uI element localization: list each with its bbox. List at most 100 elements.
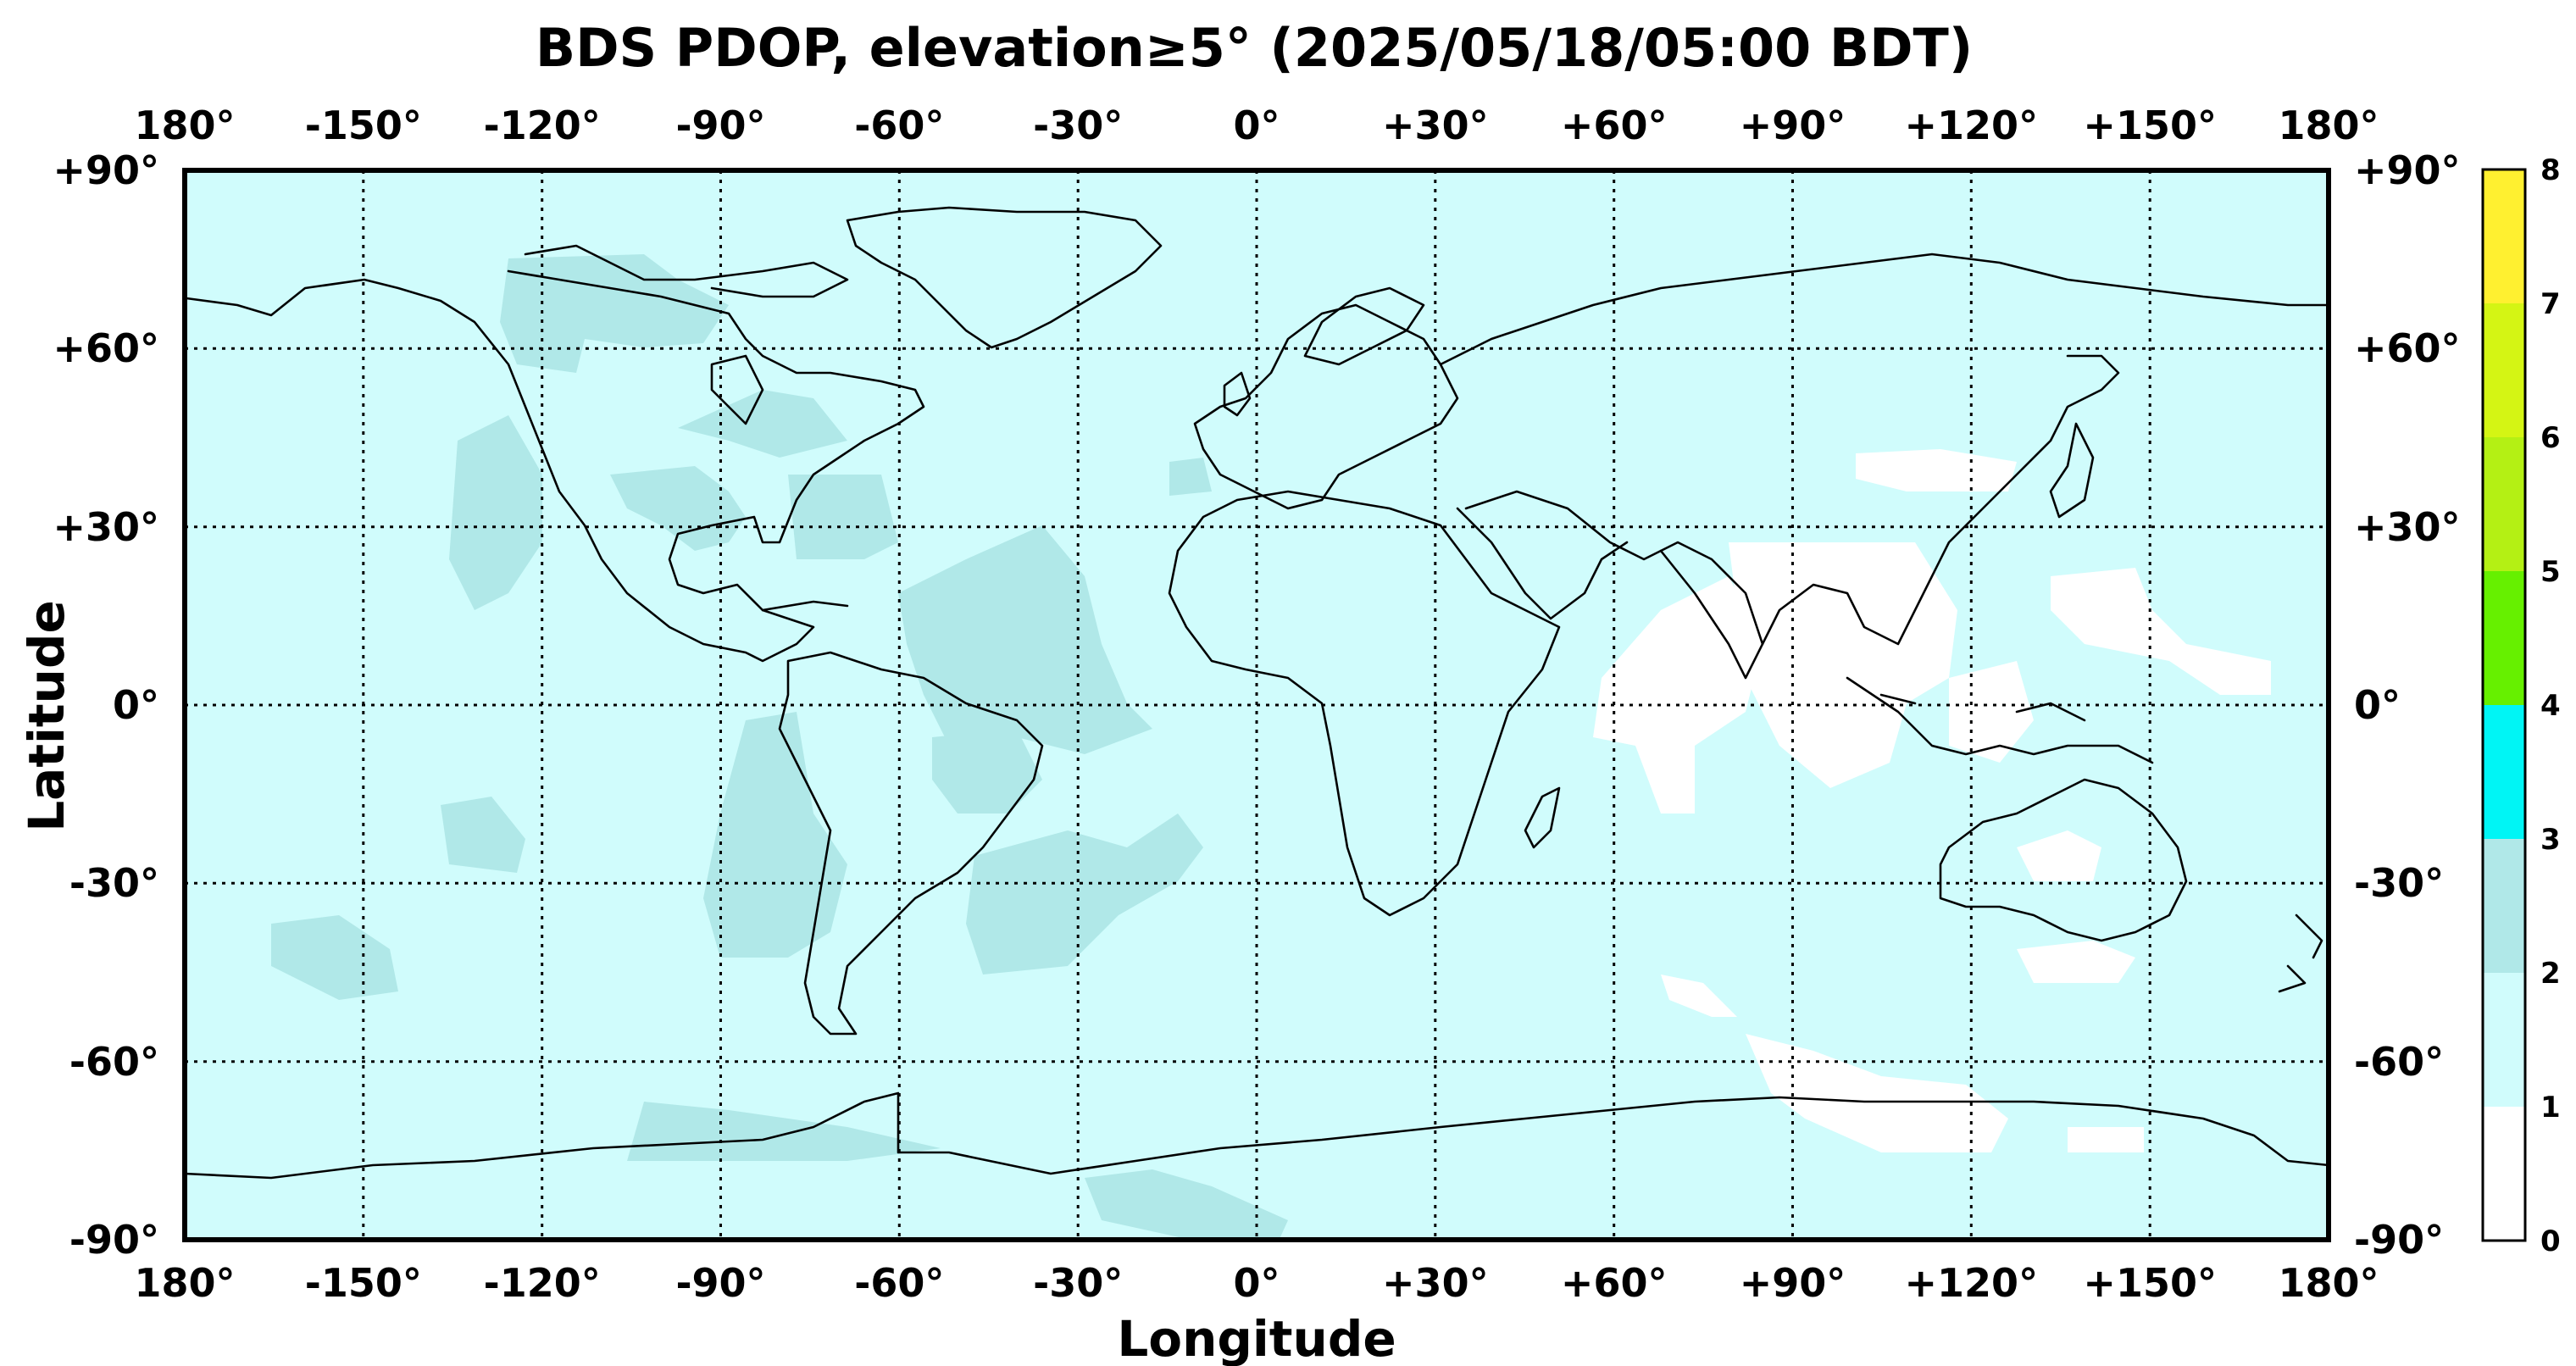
lon-tick-bottom: 180° [134, 1260, 235, 1306]
colorbar-tick: 8 [2540, 153, 2561, 187]
colorbar: 0 1 2 3 4 5 6 7 8 [2481, 153, 2561, 1258]
lat-tick-left: -60° [69, 1039, 159, 1085]
region-brazil [932, 729, 1042, 813]
region-southern-ocean-3 [1746, 1034, 2008, 1152]
lon-tick-top: 0° [1233, 103, 1280, 148]
lon-tick-top: +120° [1905, 103, 2039, 148]
lon-tick-bottom: -30° [1033, 1260, 1123, 1306]
colorbar-tick: 7 [2540, 287, 2561, 321]
region-west-pacific [2051, 568, 2271, 695]
coast-arctic-islands [524, 244, 849, 298]
lon-tick-bottom: -150° [305, 1260, 422, 1306]
lat-tick-left: +30° [53, 504, 159, 550]
coast-greenland [846, 206, 1163, 349]
region-south-america-central [703, 712, 847, 958]
colorbar-bands [2483, 169, 2525, 1241]
lat-tick-right: -90° [2354, 1217, 2444, 1263]
pdop-regions [271, 254, 2271, 1239]
lat-tick-right: 0° [2354, 682, 2401, 728]
lon-tick-bottom: +60° [1561, 1260, 1668, 1306]
region-atlantic-west [788, 475, 898, 559]
colorbar-band [2483, 303, 2525, 437]
map-frame [182, 168, 2331, 1242]
lon-tick-top: +30° [1382, 103, 1489, 148]
x-axis-label: Longitude [1117, 1310, 1396, 1366]
colorbar-band [2483, 571, 2525, 705]
coast-europe [1193, 303, 1459, 510]
lon-tick-bottom: +30° [1382, 1260, 1489, 1306]
region-pacific-south [441, 797, 525, 873]
lon-tick-top: -60° [854, 103, 944, 148]
lat-tick-right: +90° [2354, 147, 2461, 193]
region-western-na [449, 415, 542, 610]
colorbar-tick: 5 [2540, 555, 2561, 589]
lon-tick-bottom: -90° [675, 1260, 765, 1306]
region-hudson [678, 390, 847, 458]
colorbar-ticks: 0 1 2 3 4 5 6 7 8 [2540, 153, 2561, 1258]
lon-tick-top: 180° [2278, 103, 2379, 148]
y-axis-label: Latitude [18, 600, 75, 832]
coast-madagascar [1524, 786, 1561, 849]
region-atlantic-equator [898, 525, 1152, 754]
region-north-pacific-japan [1856, 449, 2017, 491]
colorbar-tick: 3 [2540, 823, 2561, 857]
lon-tick-bottom: +120° [1905, 1260, 2039, 1306]
colorbar-band [2483, 169, 2525, 303]
region-southern-ocean-1 [2017, 941, 2135, 983]
coast-north-america [185, 269, 925, 663]
coast-africa [1168, 490, 1561, 917]
region-south-asia [1729, 542, 1957, 788]
coast-uk [1223, 371, 1252, 417]
map-panel [182, 168, 2331, 1242]
lon-tick-top: -150° [305, 103, 422, 148]
region-south-atlantic [966, 813, 1203, 975]
lat-tick-right: -60° [2354, 1039, 2444, 1085]
region-atlantic-north-small [1169, 458, 1212, 496]
lon-tick-top: -90° [675, 103, 765, 148]
coast-se-asia-islands [1846, 676, 2154, 764]
lon-tick-top: -30° [1033, 103, 1123, 148]
pdop-band-2-3-regions [271, 254, 1288, 1239]
region-antarctic-south [1085, 1169, 1288, 1239]
region-antarctic-west [627, 1102, 941, 1161]
lon-tick-bottom: +150° [2083, 1260, 2217, 1306]
colorbar-tick: 1 [2540, 1091, 2561, 1124]
coast-hudson-bay [710, 354, 764, 425]
lat-ticks-left: +90° +60° +30° 0° -30° -60° -90° [53, 147, 159, 1263]
coast-scandinavia [1303, 286, 1425, 366]
lon-tick-bottom: +90° [1740, 1260, 1846, 1306]
coast-japan [2049, 422, 2095, 519]
colorbar-band [2483, 705, 2525, 839]
lon-tick-top: +60° [1561, 103, 1668, 148]
coast-arabia-india [1456, 507, 1764, 680]
coast-australia [1939, 778, 2188, 942]
lat-tick-right: +60° [2354, 325, 2461, 371]
colorbar-tick: 6 [2540, 421, 2561, 455]
colorbar-frame [2481, 168, 2527, 1242]
coast-antarctica [185, 1091, 2329, 1180]
lon-tick-bottom: -60° [854, 1260, 944, 1306]
colorbar-band [2483, 437, 2525, 571]
lon-tick-bottom: 0° [1233, 1260, 1280, 1306]
colorbar-tick: 4 [2540, 689, 2561, 723]
lon-tick-top: +90° [1740, 103, 1846, 148]
region-southern-ocean-4 [2068, 1127, 2144, 1152]
colorbar-band [2483, 1107, 2525, 1241]
colorbar-band [2483, 973, 2525, 1107]
coast-caribbean [761, 600, 849, 612]
lat-tick-left: 0° [113, 682, 159, 728]
lon-tick-top: -120° [484, 103, 601, 148]
lat-tick-right: +30° [2354, 504, 2461, 550]
colorbar-band [2483, 839, 2525, 973]
gridlines [185, 170, 2329, 1240]
region-canada-north [500, 254, 729, 373]
lat-tick-left: +60° [53, 325, 159, 371]
lat-tick-left: -30° [69, 860, 159, 906]
lon-ticks-bottom: 180° -150° -120° -90° -60° -30° 0° +30° … [134, 1260, 2379, 1306]
region-indian-ocean [1593, 576, 1763, 813]
lat-tick-left: +90° [53, 147, 159, 193]
region-southern-ocean-2 [1661, 975, 1737, 1017]
lat-tick-left: -90° [69, 1217, 159, 1263]
lon-tick-top: 180° [134, 103, 235, 148]
